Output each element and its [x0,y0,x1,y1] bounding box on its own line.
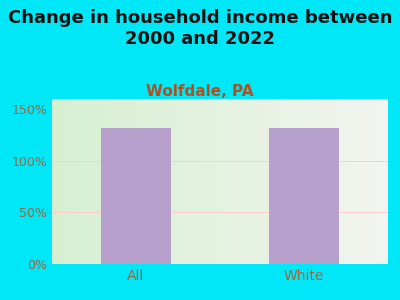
Bar [101,128,171,264]
Bar [269,128,339,264]
Text: Wolfdale, PA: Wolfdale, PA [146,84,254,99]
Text: Change in household income between
2000 and 2022: Change in household income between 2000 … [8,9,392,48]
